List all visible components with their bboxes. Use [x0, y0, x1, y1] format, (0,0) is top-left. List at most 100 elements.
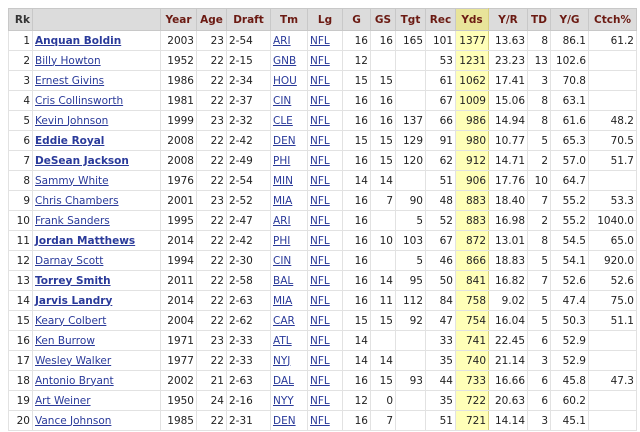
table-cell: 16 — [342, 290, 371, 311]
link-cell[interactable]: NFL — [307, 310, 343, 331]
link-cell[interactable]: MIA — [270, 190, 308, 211]
table-cell: 1985 — [160, 410, 197, 431]
link-cell[interactable]: Ernest Givins — [32, 70, 161, 91]
column-header[interactable]: Ctch% — [588, 8, 637, 31]
table-cell — [588, 330, 637, 351]
link-cell[interactable]: NYY — [270, 390, 308, 411]
column-header[interactable] — [32, 8, 161, 31]
table-cell: 6 — [8, 130, 33, 151]
table-cell: 2008 — [160, 130, 197, 151]
link-cell[interactable]: Darnay Scott — [32, 250, 161, 271]
link-cell[interactable]: PHI — [270, 230, 308, 251]
table-cell: 5 — [8, 110, 33, 131]
link-cell[interactable]: NFL — [307, 50, 343, 71]
link-cell[interactable]: ATL — [270, 330, 308, 351]
link-cell[interactable]: DAL — [270, 370, 308, 391]
link-cell[interactable]: NFL — [307, 350, 343, 371]
link-cell[interactable]: Vance Johnson — [32, 410, 161, 431]
link-cell[interactable]: NYJ — [270, 350, 308, 371]
link-cell[interactable]: NFL — [307, 210, 343, 231]
table-cell: 2-33 — [226, 330, 271, 351]
link-cell[interactable]: NFL — [307, 270, 343, 291]
link-cell[interactable]: Ken Burrow — [32, 330, 161, 351]
table-cell: 872 — [455, 230, 489, 251]
link-cell[interactable]: Keary Colbert — [32, 310, 161, 331]
table-cell: 137 — [395, 110, 426, 131]
link-cell[interactable]: DEN — [270, 410, 308, 431]
link-cell[interactable]: Jordan Matthews — [32, 230, 161, 251]
table-cell: 8 — [527, 230, 551, 251]
link-cell[interactable]: CIN — [270, 250, 308, 271]
link-cell[interactable]: ARI — [270, 210, 308, 231]
column-header[interactable]: G — [342, 8, 371, 31]
link-cell[interactable]: Jarvis Landry — [32, 290, 161, 311]
table-cell — [395, 70, 426, 91]
link-cell[interactable]: NFL — [307, 330, 343, 351]
link-cell[interactable]: Cris Collinsworth — [32, 90, 161, 111]
column-header[interactable]: Yds — [455, 8, 489, 31]
table-cell: 47.4 — [550, 290, 589, 311]
link-cell[interactable]: NFL — [307, 190, 343, 211]
link-cell[interactable]: NFL — [307, 110, 343, 131]
column-header[interactable]: Y/R — [488, 8, 528, 31]
link-cell[interactable]: DEN — [270, 130, 308, 151]
table-cell — [588, 70, 637, 91]
link-cell[interactable]: GNB — [270, 50, 308, 71]
column-header[interactable]: Draft — [226, 8, 271, 31]
link-cell[interactable]: Eddie Royal — [32, 130, 161, 151]
table-cell: 45.1 — [550, 410, 589, 431]
link-cell[interactable]: NFL — [307, 170, 343, 191]
link-cell[interactable]: NFL — [307, 370, 343, 391]
link-cell[interactable]: NFL — [307, 90, 343, 111]
link-cell[interactable]: PHI — [270, 150, 308, 171]
link-cell[interactable]: Kevin Johnson — [32, 110, 161, 131]
table-cell: 3 — [527, 410, 551, 431]
link-cell[interactable]: Art Weiner — [32, 390, 161, 411]
table-cell: 22 — [196, 290, 227, 311]
link-cell[interactable]: Wesley Walker — [32, 350, 161, 371]
column-header[interactable]: Y/G — [550, 8, 589, 31]
column-header[interactable]: Lg — [307, 8, 343, 31]
link-cell[interactable]: DeSean Jackson — [32, 150, 161, 171]
table-cell: 65.3 — [550, 130, 589, 151]
link-cell[interactable]: Frank Sanders — [32, 210, 161, 231]
link-cell[interactable]: NFL — [307, 250, 343, 271]
table-cell: 5 — [527, 310, 551, 331]
column-header[interactable]: Tm — [270, 8, 308, 31]
table-cell: 47 — [425, 310, 456, 331]
link-cell[interactable]: HOU — [270, 70, 308, 91]
link-cell[interactable]: CLE — [270, 110, 308, 131]
column-header[interactable]: Rec — [425, 8, 456, 31]
column-header[interactable]: Rk — [8, 8, 33, 31]
link-cell[interactable]: NFL — [307, 30, 343, 51]
link-cell[interactable]: Torrey Smith — [32, 270, 161, 291]
column-header[interactable]: GS — [370, 8, 396, 31]
link-cell[interactable]: Chris Chambers — [32, 190, 161, 211]
link-cell[interactable]: NFL — [307, 410, 343, 431]
link-cell[interactable]: Billy Howton — [32, 50, 161, 71]
table-cell: 54.1 — [550, 250, 589, 271]
column-header[interactable]: Year — [160, 8, 197, 31]
link-cell[interactable]: NFL — [307, 390, 343, 411]
table-cell: 2-52 — [226, 190, 271, 211]
table-cell: 11 — [370, 290, 396, 311]
link-cell[interactable]: MIA — [270, 290, 308, 311]
link-cell[interactable]: CIN — [270, 90, 308, 111]
column-header[interactable]: Age — [196, 8, 227, 31]
link-cell[interactable]: MIN — [270, 170, 308, 191]
table-cell: 1994 — [160, 250, 197, 271]
column-header[interactable]: Tgt — [395, 8, 426, 31]
table-cell: 13 — [527, 50, 551, 71]
link-cell[interactable]: NFL — [307, 150, 343, 171]
link-cell[interactable]: NFL — [307, 70, 343, 91]
column-header[interactable]: TD — [527, 8, 551, 31]
link-cell[interactable]: NFL — [307, 230, 343, 251]
link-cell[interactable]: NFL — [307, 130, 343, 151]
link-cell[interactable]: CAR — [270, 310, 308, 331]
link-cell[interactable]: BAL — [270, 270, 308, 291]
link-cell[interactable]: Antonio Bryant — [32, 370, 161, 391]
link-cell[interactable]: NFL — [307, 290, 343, 311]
link-cell[interactable]: Anquan Boldin — [32, 30, 161, 51]
link-cell[interactable]: ARI — [270, 30, 308, 51]
link-cell[interactable]: Sammy White — [32, 170, 161, 191]
